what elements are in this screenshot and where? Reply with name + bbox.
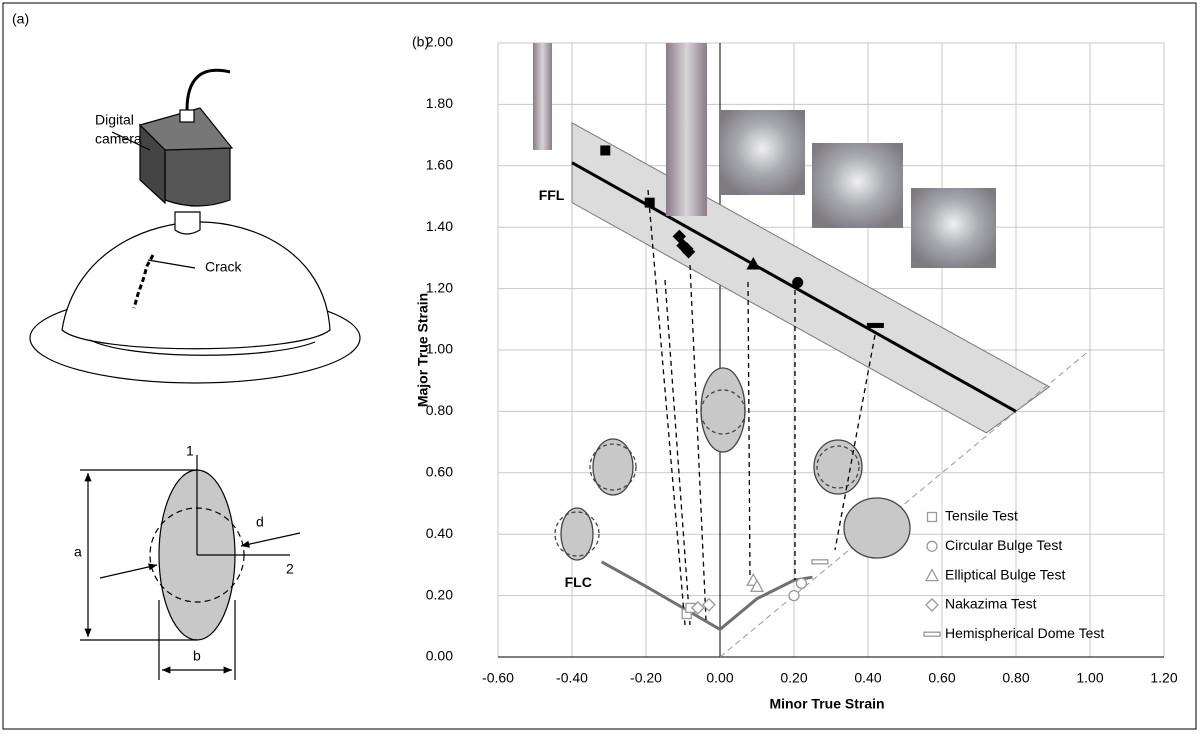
x-tick-label: 1.00: [1076, 670, 1103, 686]
legend: Tensile Test Circular Bulge Test Elliptica…: [923, 508, 1104, 641]
strain-shape: [589, 443, 637, 491]
curve-label: FFL: [539, 187, 565, 203]
camera-pointer: [111, 131, 151, 151]
x-tick-label: -0.60: [482, 670, 514, 686]
y-tick-label: 0.00: [426, 648, 453, 664]
axis-label: 2: [286, 561, 294, 577]
camera-label: Digital: [95, 112, 134, 128]
legend-label: Hemispherical Dome Test: [945, 625, 1104, 641]
y-tick-label: 0.60: [426, 464, 453, 480]
panel-b: 0.00 0.20 0.40 0.60 0.80 1.00 1.20 1.40 1.60 1.80…: [412, 34, 1178, 712]
panel-b-illustrations: [533, 43, 996, 626]
specimen-photo: [533, 43, 552, 150]
marker: [672, 229, 687, 244]
dome-base: [89, 339, 316, 356]
x-axis-title: Minor True Strain: [769, 696, 884, 712]
marker: [681, 245, 696, 259]
y-tick-label: 0.20: [426, 586, 453, 602]
legend-label: Tensile Test: [945, 508, 1018, 524]
reference-line: [719, 349, 1091, 658]
marker: [746, 256, 761, 270]
axis-label: 1: [186, 443, 194, 459]
x-tick-label: 0.00: [706, 670, 733, 686]
dim-label: a: [74, 544, 82, 560]
marker: [923, 631, 941, 637]
cable: [185, 68, 231, 111]
x-tick-label: 0.60: [928, 670, 955, 686]
crack-pointer: [147, 259, 196, 269]
marker: [788, 589, 800, 602]
y-tick-label: 1.20: [426, 279, 453, 295]
panel-label: (b): [412, 34, 429, 50]
marker: [600, 145, 611, 156]
y-tick-label: 0.80: [426, 402, 453, 418]
y-tick-label: 2.00: [426, 34, 453, 50]
strain-shape: [700, 389, 746, 435]
y-axis-title: Major True Strain: [415, 293, 431, 407]
x-tick-label: -0.40: [556, 670, 588, 686]
y-tick-label: 0.40: [426, 525, 453, 541]
lens: [174, 211, 201, 235]
x-tick-label: 0.40: [854, 670, 881, 686]
connector: [647, 189, 686, 626]
marker: [924, 568, 940, 582]
connector: [179, 109, 195, 123]
marker: [690, 600, 705, 615]
strain-shape: [816, 445, 860, 489]
connector: [664, 279, 691, 626]
connector: [834, 334, 876, 551]
marker: [925, 597, 939, 612]
strain-shape: [560, 507, 594, 561]
y-tick-label: 1.60: [426, 157, 453, 173]
y-tick-label: 1.80: [426, 95, 453, 111]
specimen-photo: [666, 43, 707, 216]
camera-front: [164, 147, 231, 207]
marker: [792, 276, 804, 288]
strain-shape: [843, 497, 911, 559]
x-tick-label: 0.20: [780, 670, 807, 686]
specimen-photo: [720, 110, 805, 195]
specimen-photo: [911, 188, 996, 268]
marker: [795, 577, 808, 589]
strain-shape: [813, 439, 863, 495]
marker: [866, 322, 884, 328]
panel-a: (a) Digital camera Crack 1 2 a b d: [12, 11, 361, 680]
dim-label: d: [256, 514, 264, 530]
y-tick-label: 1.00: [426, 341, 453, 357]
x-tick-label: 1.20: [1150, 670, 1177, 686]
curve-label: FLC: [565, 574, 592, 590]
legend-label: Elliptical Bulge Test: [945, 566, 1065, 582]
panel-label: (a): [12, 11, 29, 27]
strain-shape: [700, 367, 746, 453]
crack-label: Crack: [205, 259, 243, 275]
x-tick-label: 0.80: [1002, 670, 1029, 686]
legend-label: Circular Bulge Test: [945, 537, 1062, 553]
d-arrow: [240, 532, 301, 548]
legend-label: Nakazima Test: [945, 596, 1037, 612]
marker: [701, 597, 716, 612]
specimen-photo: [812, 143, 903, 228]
d-arrow: [99, 563, 158, 579]
dome: [61, 221, 331, 350]
strain-shape: [592, 438, 634, 496]
crack: [132, 254, 155, 309]
curve: [600, 560, 813, 632]
x-tick-label: -0.20: [630, 670, 662, 686]
marker: [749, 579, 765, 593]
marker: [926, 540, 938, 552]
marker: [926, 511, 938, 523]
dim-label: b: [193, 648, 201, 664]
marker: [644, 197, 655, 208]
connector: [747, 281, 751, 579]
camera-label: camera: [95, 131, 142, 147]
strain-shape: [554, 511, 600, 557]
camera-side: [139, 123, 166, 205]
y-tick-label: 1.40: [426, 218, 453, 234]
marker: [811, 559, 829, 565]
